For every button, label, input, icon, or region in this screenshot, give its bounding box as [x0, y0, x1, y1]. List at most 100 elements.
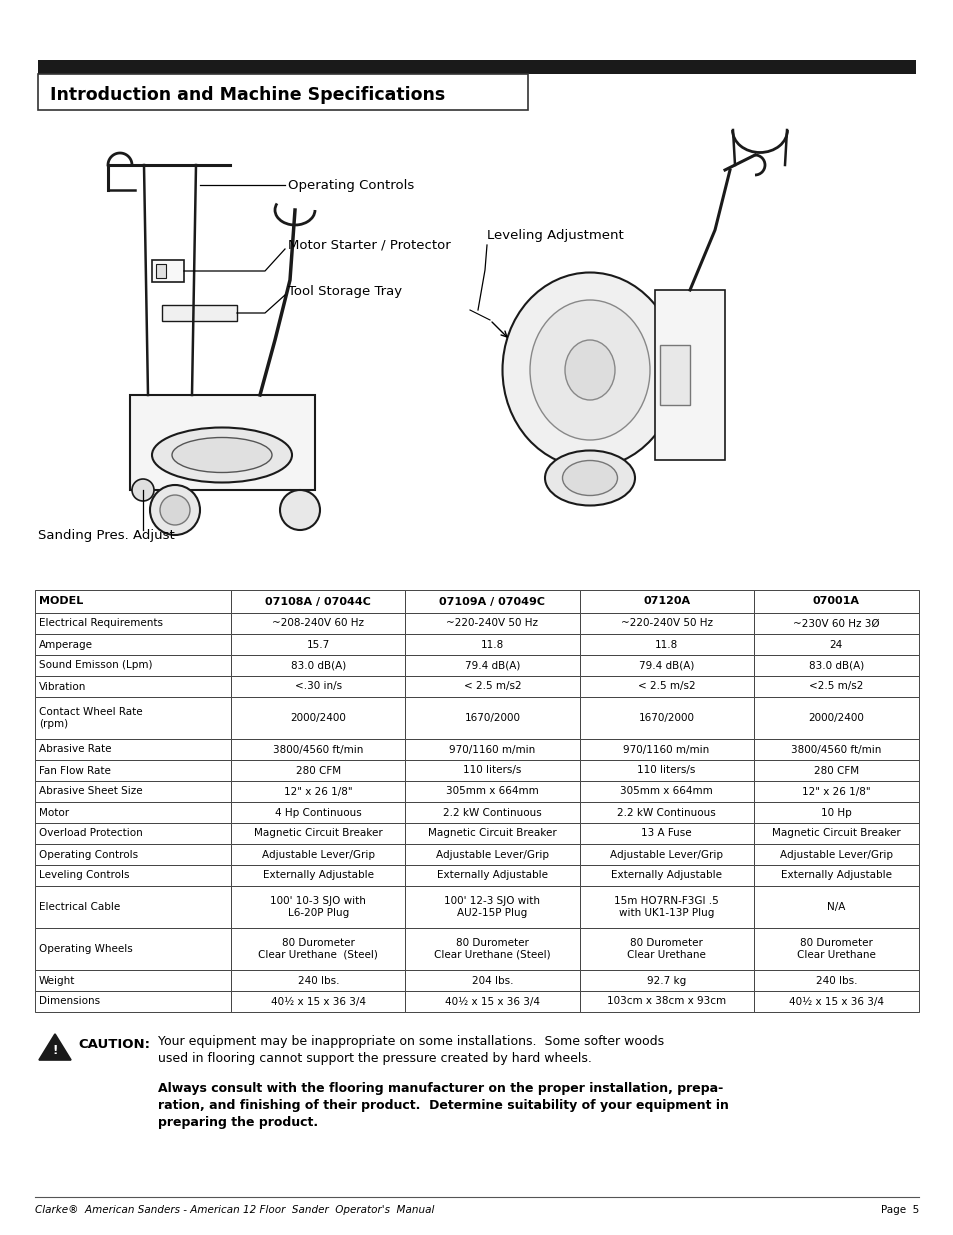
Bar: [578, 760, 753, 781]
Text: 80 Durometer
Clear Urethane: 80 Durometer Clear Urethane: [796, 939, 875, 960]
Bar: [231, 844, 405, 864]
Bar: [405, 590, 578, 613]
Text: Electrical Requirements: Electrical Requirements: [39, 619, 163, 629]
Text: <2.5 m/s2: <2.5 m/s2: [808, 682, 862, 692]
Bar: [35, 676, 231, 697]
Text: 40½ x 15 x 36 3/4: 40½ x 15 x 36 3/4: [788, 997, 882, 1007]
Text: Always consult with the flooring manufacturer on the proper installation, prepa-: Always consult with the flooring manufac…: [158, 1082, 728, 1129]
Bar: [35, 927, 231, 969]
Text: 1670/2000: 1670/2000: [464, 713, 520, 722]
Bar: [578, 802, 753, 823]
Text: 83.0 dB(A): 83.0 dB(A): [291, 661, 346, 671]
Text: 07108A / 07044C: 07108A / 07044C: [265, 597, 371, 606]
Ellipse shape: [502, 273, 677, 468]
Ellipse shape: [530, 300, 649, 440]
Text: 970/1160 m/min: 970/1160 m/min: [449, 745, 535, 755]
Text: 100' 10-3 SJO with
L6-20P Plug: 100' 10-3 SJO with L6-20P Plug: [270, 897, 366, 918]
Text: 07120A: 07120A: [642, 597, 689, 606]
Bar: [753, 927, 918, 969]
Text: ~230V 60 Hz 3Ø: ~230V 60 Hz 3Ø: [792, 619, 879, 629]
Text: 305mm x 664mm: 305mm x 664mm: [446, 787, 538, 797]
Text: Contact Wheel Rate
(rpm): Contact Wheel Rate (rpm): [39, 708, 143, 729]
Bar: [35, 590, 231, 613]
Bar: [405, 634, 578, 655]
Bar: [231, 590, 405, 613]
Text: 110 liters/s: 110 liters/s: [637, 766, 695, 776]
Text: !: !: [52, 1045, 57, 1057]
Bar: [753, 655, 918, 676]
Bar: [578, 927, 753, 969]
Bar: [753, 760, 918, 781]
Text: 4 Hp Continuous: 4 Hp Continuous: [274, 808, 361, 818]
Text: Dimensions: Dimensions: [39, 997, 100, 1007]
Text: Amperage: Amperage: [39, 640, 92, 650]
Bar: [405, 739, 578, 760]
Text: 79.4 dB(A): 79.4 dB(A): [464, 661, 519, 671]
Bar: [753, 781, 918, 802]
Text: 2000/2400: 2000/2400: [807, 713, 863, 722]
Text: 80 Durometer
Clear Urethane  (Steel): 80 Durometer Clear Urethane (Steel): [258, 939, 377, 960]
Text: Externally Adjustable: Externally Adjustable: [436, 871, 547, 881]
Bar: [35, 739, 231, 760]
Bar: [231, 676, 405, 697]
Ellipse shape: [150, 485, 200, 535]
Text: 280 CFM: 280 CFM: [295, 766, 340, 776]
Bar: [35, 969, 231, 990]
Bar: [152, 261, 184, 282]
Text: 100' 12-3 SJO with
AU2-15P Plug: 100' 12-3 SJO with AU2-15P Plug: [444, 897, 540, 918]
Text: 3800/4560 ft/min: 3800/4560 ft/min: [273, 745, 363, 755]
Bar: [578, 739, 753, 760]
Bar: [405, 697, 578, 739]
Text: 3800/4560 ft/min: 3800/4560 ft/min: [790, 745, 881, 755]
Bar: [405, 844, 578, 864]
Bar: [753, 864, 918, 885]
Text: 970/1160 m/min: 970/1160 m/min: [623, 745, 709, 755]
Text: Motor: Motor: [39, 808, 69, 818]
Bar: [35, 990, 231, 1011]
Bar: [405, 885, 578, 927]
Bar: [578, 990, 753, 1011]
Bar: [38, 74, 527, 110]
Bar: [35, 634, 231, 655]
Bar: [578, 864, 753, 885]
Text: 240 lbs.: 240 lbs.: [815, 976, 856, 986]
Text: 10 Hp: 10 Hp: [821, 808, 851, 818]
Bar: [35, 802, 231, 823]
Text: Electrical Cable: Electrical Cable: [39, 902, 120, 911]
Text: Introduction and Machine Specifications: Introduction and Machine Specifications: [50, 86, 445, 104]
Bar: [35, 844, 231, 864]
Bar: [659, 345, 689, 405]
Text: 2.2 kW Continuous: 2.2 kW Continuous: [442, 808, 541, 818]
Bar: [578, 590, 753, 613]
Bar: [162, 305, 236, 321]
Bar: [578, 676, 753, 697]
Bar: [405, 655, 578, 676]
Bar: [35, 697, 231, 739]
Text: Vibration: Vibration: [39, 682, 87, 692]
Text: 12" x 26 1/8": 12" x 26 1/8": [801, 787, 870, 797]
Text: 305mm x 664mm: 305mm x 664mm: [619, 787, 712, 797]
Bar: [231, 969, 405, 990]
Bar: [231, 927, 405, 969]
Ellipse shape: [544, 451, 635, 505]
Text: 2.2 kW Continuous: 2.2 kW Continuous: [617, 808, 716, 818]
Bar: [231, 802, 405, 823]
Ellipse shape: [280, 490, 319, 530]
Bar: [231, 697, 405, 739]
Text: Externally Adjustable: Externally Adjustable: [262, 871, 374, 881]
Text: 110 liters/s: 110 liters/s: [463, 766, 521, 776]
Bar: [578, 969, 753, 990]
Text: 15m HO7RN-F3GI .5
with UK1-13P Plug: 15m HO7RN-F3GI .5 with UK1-13P Plug: [614, 897, 719, 918]
Text: 40½ x 15 x 36 3/4: 40½ x 15 x 36 3/4: [271, 997, 365, 1007]
Text: Operating Wheels: Operating Wheels: [39, 944, 132, 953]
Text: < 2.5 m/s2: < 2.5 m/s2: [463, 682, 520, 692]
Bar: [753, 969, 918, 990]
Text: 07001A: 07001A: [812, 597, 859, 606]
Bar: [753, 697, 918, 739]
Bar: [753, 739, 918, 760]
Text: Overload Protection: Overload Protection: [39, 829, 143, 839]
Text: 13 A Fuse: 13 A Fuse: [640, 829, 691, 839]
Bar: [578, 655, 753, 676]
Bar: [753, 885, 918, 927]
Bar: [578, 634, 753, 655]
